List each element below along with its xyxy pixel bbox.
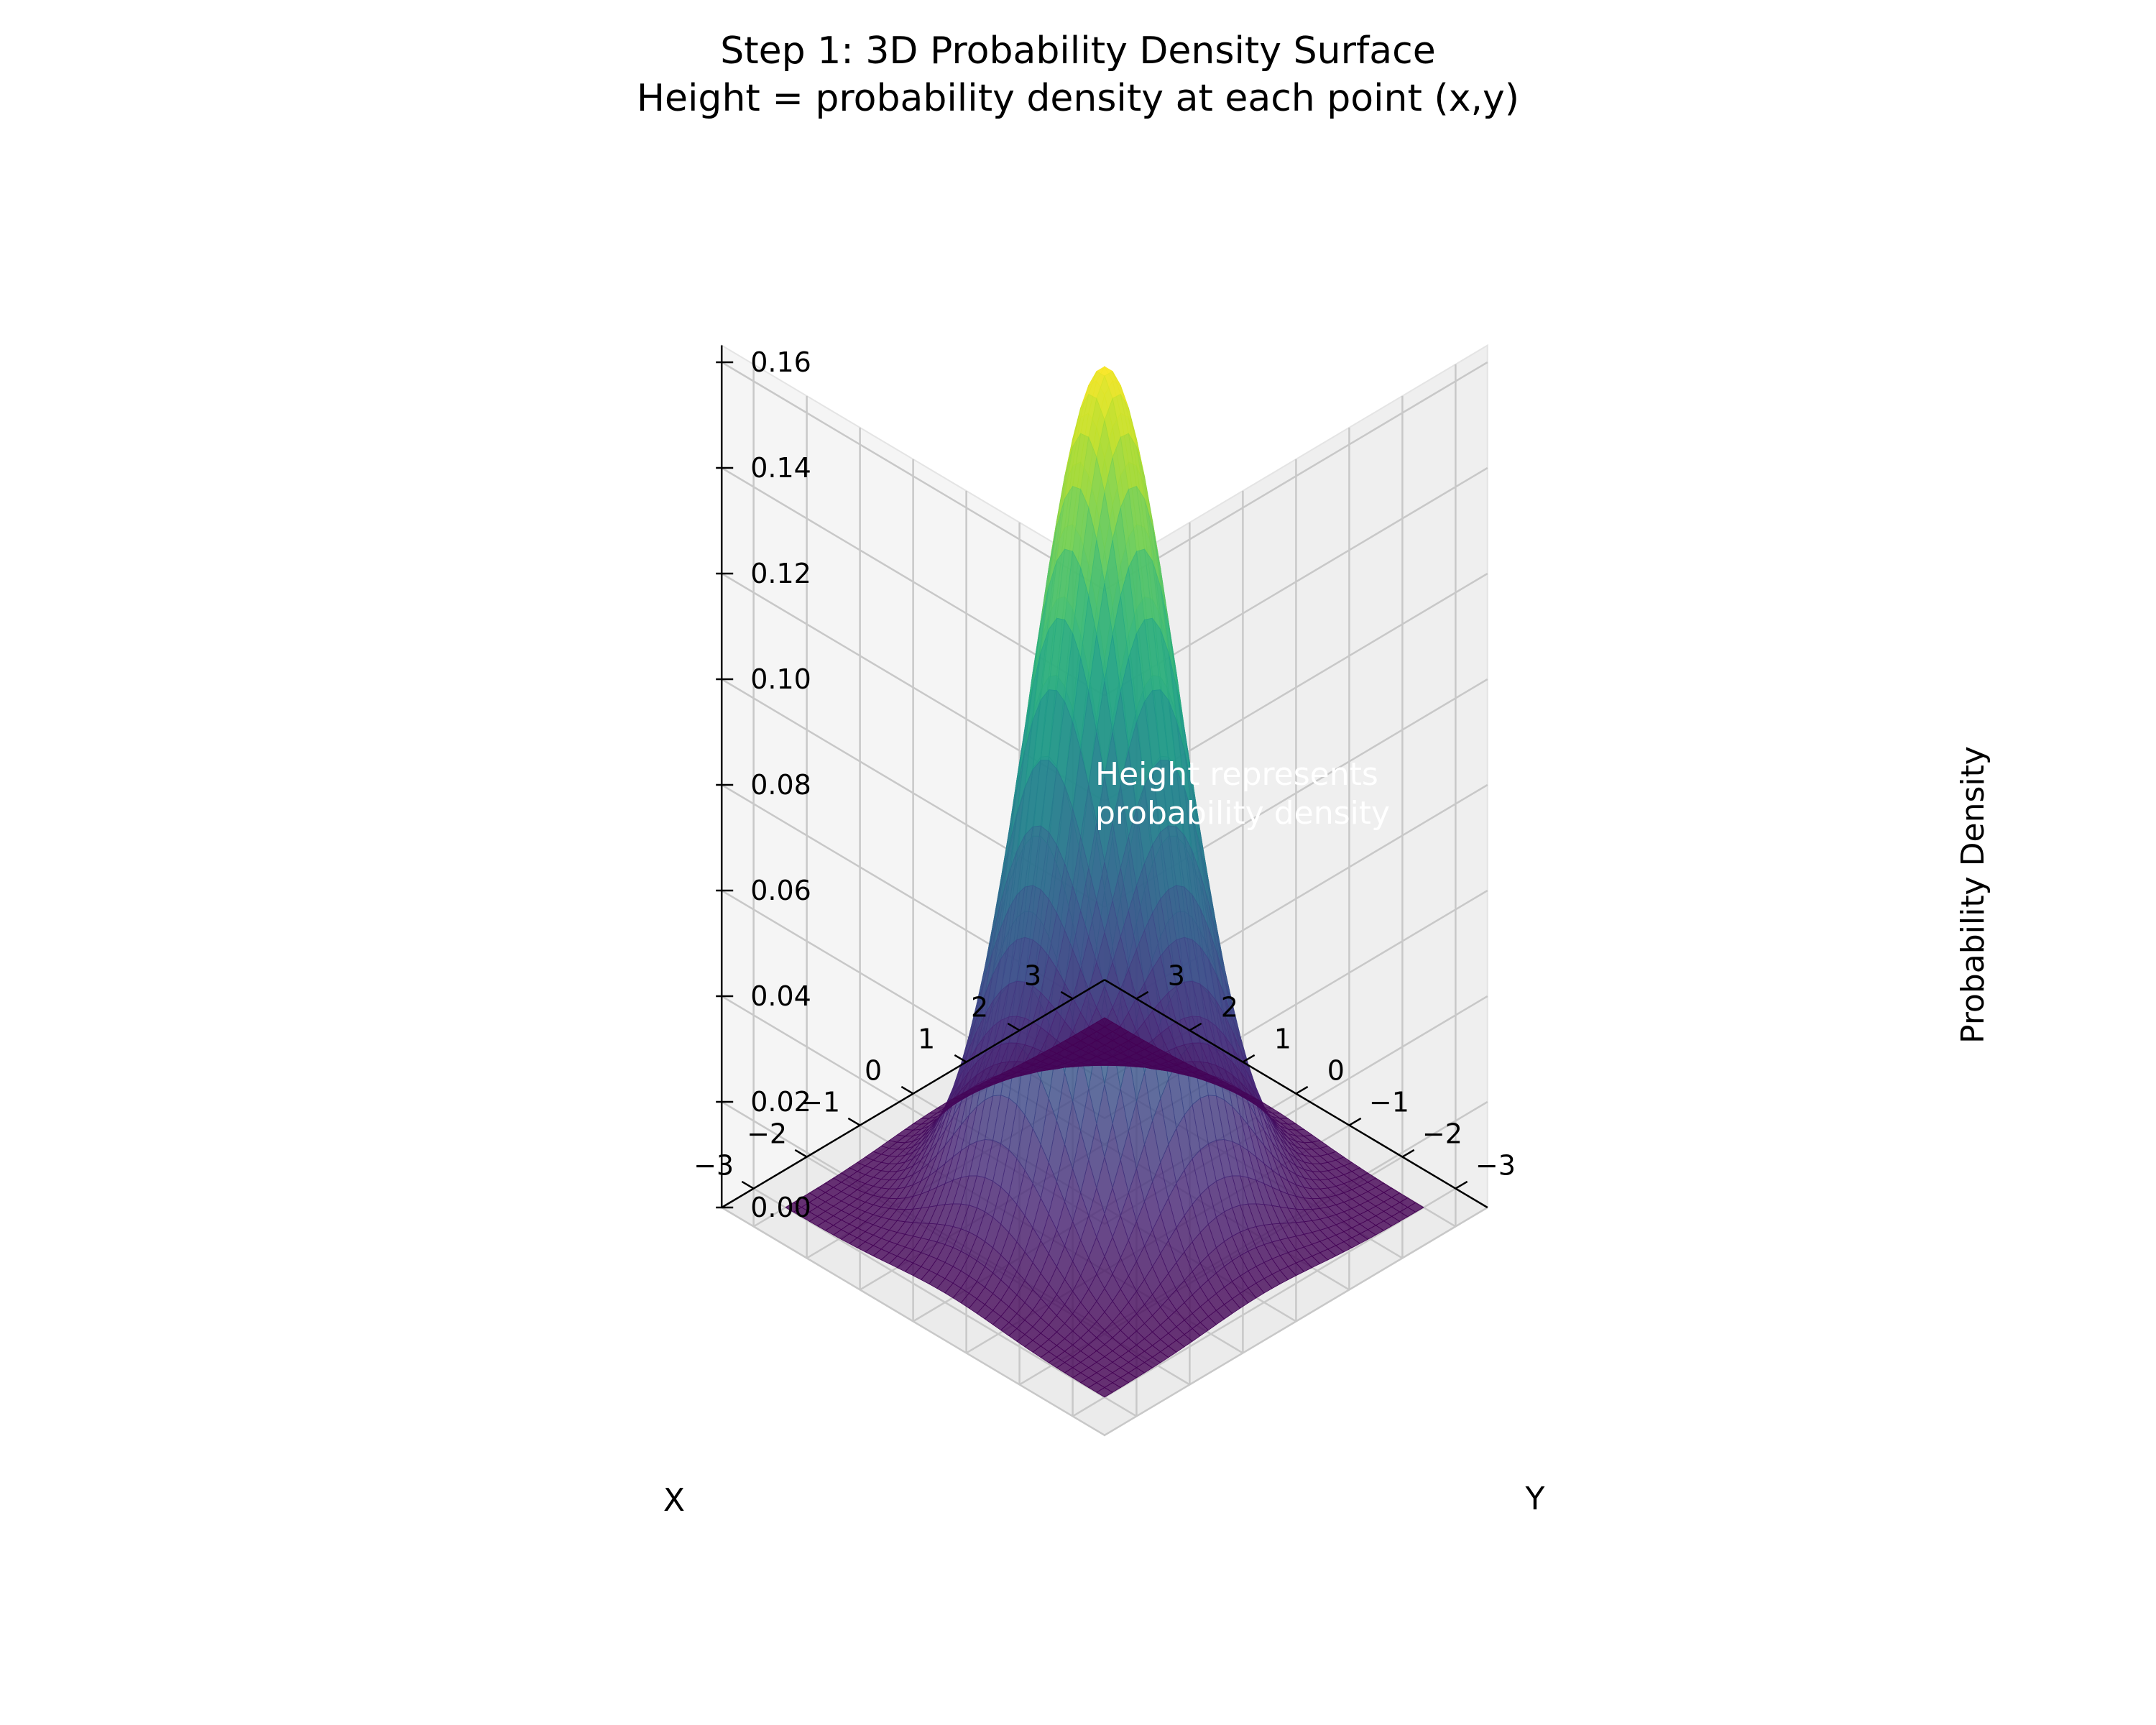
x-tick xyxy=(1242,1054,1256,1063)
chart-subtitle: Height = probability density at each poi… xyxy=(636,77,1520,120)
z-tick-label: 0.14 xyxy=(750,452,811,484)
y-tick-label: 2 xyxy=(971,992,988,1024)
z-tick-label: 0.02 xyxy=(750,1086,811,1118)
x-tick-label: −1 xyxy=(1369,1087,1409,1118)
x-axis-label: X xyxy=(663,1482,685,1519)
y-tick xyxy=(900,1085,914,1095)
z-tick-label: 0.16 xyxy=(750,346,811,378)
x-tick xyxy=(1348,1117,1362,1126)
y-tick xyxy=(794,1149,808,1158)
x-tick-label: 1 xyxy=(1274,1024,1291,1055)
axes-group: 3 2 1 0 −1 −2 −3 −3 −2 −1 0 1 2 3 0.00 0.02 0.04 0.06 0.08… xyxy=(694,345,1516,1223)
surface-facet xyxy=(1096,1017,1113,1028)
z-tick-label: 0.10 xyxy=(750,663,811,695)
z-tick-label: 0.06 xyxy=(750,875,811,906)
y-tick-label: 0 xyxy=(865,1055,882,1087)
density-surface xyxy=(785,366,1424,1398)
x-tick xyxy=(1401,1149,1415,1158)
x-tick-label: −2 xyxy=(1422,1118,1462,1150)
z-tick-label: 0.04 xyxy=(750,980,811,1012)
x-tick xyxy=(1455,1180,1468,1190)
y-tick-label: −1 xyxy=(800,1087,840,1118)
y-tick xyxy=(1007,1022,1021,1031)
y-tick xyxy=(847,1117,861,1126)
x-tick xyxy=(1189,1022,1202,1031)
x-tick-label: −3 xyxy=(1475,1150,1516,1182)
annotation-line-2: probability density xyxy=(1095,795,1390,832)
y-tick-label: −2 xyxy=(747,1118,787,1150)
z-tick-label: 0.12 xyxy=(750,558,811,589)
z-axis-label: Probability Density xyxy=(1955,746,1991,1044)
chart-title-block: Step 1: 3D Probability Density Surface H… xyxy=(0,27,2156,122)
x-tick xyxy=(1295,1085,1309,1095)
annotation-line-1: Height represents xyxy=(1095,756,1378,793)
z-tick-label: 0.00 xyxy=(750,1192,811,1223)
x-tick xyxy=(1135,990,1149,1000)
chart-title: Step 1: 3D Probability Density Surface xyxy=(720,29,1436,73)
grid-line xyxy=(721,1206,1488,1437)
y-tick-label: 3 xyxy=(1024,960,1041,992)
y-tick xyxy=(954,1054,967,1063)
y-tick-label: −3 xyxy=(694,1150,734,1182)
y-axis-label: Y xyxy=(1525,1481,1545,1517)
height-annotation: Height represents probability density xyxy=(1095,756,1390,832)
y-tick xyxy=(1060,990,1074,1000)
y-tick-label: 1 xyxy=(918,1024,935,1055)
z-tick-label: 0.08 xyxy=(750,769,811,801)
x-tick-label: 2 xyxy=(1221,992,1238,1024)
y-tick xyxy=(741,1180,755,1190)
x-tick-label: 3 xyxy=(1168,960,1185,992)
x-tick-label: 0 xyxy=(1327,1055,1345,1087)
